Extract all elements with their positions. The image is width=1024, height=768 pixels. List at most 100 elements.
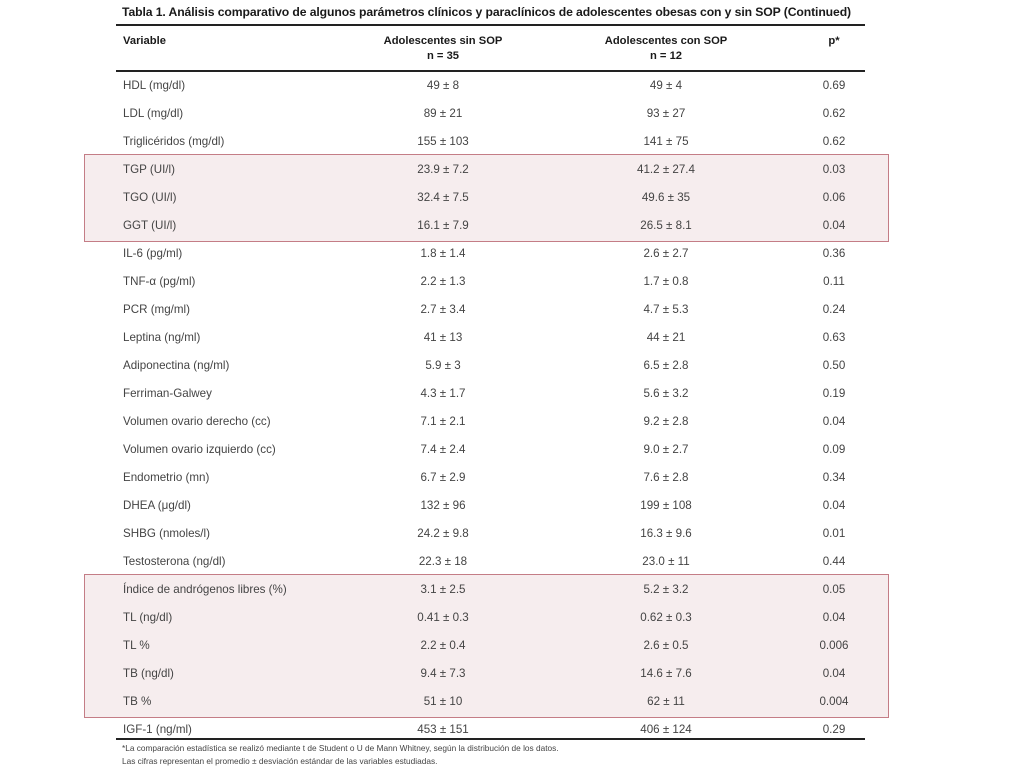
top-rule [116, 24, 865, 26]
variable-cell: IL-6 (pg/ml) [123, 247, 183, 260]
table-row: TGO (UI/l) 32.4 ± 7.5 49.6 ± 35 0.06 [116, 184, 865, 212]
footnote-statistics: *La comparación estadística se realizó m… [122, 743, 559, 753]
p-value-cell: 0.09 [822, 443, 846, 456]
table-row: TNF-α (pg/ml) 2.2 ± 1.3 1.7 ± 0.8 0.11 [116, 268, 865, 296]
group2-value-cell: 9.2 ± 2.8 [643, 415, 689, 428]
header-group-without-sop: Adolescentes sin SOP n = 35 [343, 34, 543, 64]
p-value-cell: 0.29 [822, 723, 846, 736]
table-row: Leptina (ng/ml) 41 ± 13 44 ± 21 0.63 [116, 324, 865, 352]
bottom-rule [116, 738, 865, 740]
group2-value-cell: 49 ± 4 [649, 79, 683, 92]
group2-value-cell: 93 ± 27 [646, 107, 686, 120]
table-row: HDL (mg/dl) 49 ± 8 49 ± 4 0.69 [116, 72, 865, 100]
p-value-cell: 0.11 [823, 275, 845, 288]
table-row: DHEA (μg/dl) 132 ± 96 199 ± 108 0.04 [116, 492, 865, 520]
table-row: TL % 2.2 ± 0.4 2.6 ± 0.5 0.006 [116, 632, 865, 660]
group1-value-cell: 49 ± 8 [426, 79, 460, 92]
variable-cell: LDL (mg/dl) [123, 107, 184, 120]
table-row: Testosterona (ng/dl) 22.3 ± 18 23.0 ± 11 0.… [116, 548, 865, 576]
p-value-cell: 0.62 [822, 135, 846, 148]
p-value-cell: 0.004 [819, 695, 849, 708]
variable-cell: Adiponectina (ng/ml) [123, 359, 230, 372]
group1-value-cell: 1.8 ± 1.4 [420, 247, 466, 260]
table-row: Endometrio (mn) 6.7 ± 2.9 7.6 ± 2.8 0.34 [116, 464, 865, 492]
variable-cell: TNF-α (pg/ml) [123, 275, 196, 288]
table-row: TL (ng/dl) 0.41 ± 0.3 0.62 ± 0.3 0.04 [116, 604, 865, 632]
variable-cell: Endometrio (mn) [123, 471, 210, 484]
group1-value-cell: 16.1 ± 7.9 [417, 219, 469, 232]
header-group1-name: Adolescentes sin SOP [383, 35, 503, 47]
highlight-box [84, 154, 889, 242]
table-title: Tabla 1. Análisis comparativo de algunos… [122, 5, 852, 19]
p-value-cell: 0.01 [822, 527, 846, 540]
group1-value-cell: 22.3 ± 18 [418, 555, 468, 568]
p-value-cell: 0.006 [819, 639, 849, 652]
table-row: Volumen ovario izquierdo (cc) 7.4 ± 2.4 9.… [116, 436, 865, 464]
variable-cell: Testosterona (ng/dl) [123, 555, 226, 568]
highlight-box [84, 574, 889, 718]
table-row: SHBG (nmoles/l) 24.2 ± 9.8 16.3 ± 9.6 0.01 [116, 520, 865, 548]
group2-value-cell: 9.0 ± 2.7 [643, 443, 689, 456]
group1-value-cell: 2.2 ± 0.4 [420, 639, 466, 652]
group2-value-cell: 49.6 ± 35 [641, 191, 691, 204]
table-row: TB % 51 ± 10 62 ± 11 0.004 [116, 688, 865, 716]
variable-cell: GGT (UI/l) [123, 219, 177, 232]
variable-cell: TGO (UI/l) [123, 191, 177, 204]
group2-value-cell: 14.6 ± 7.6 [640, 667, 692, 680]
group1-value-cell: 7.4 ± 2.4 [420, 443, 466, 456]
p-value-cell: 0.36 [822, 247, 846, 260]
group1-value-cell: 132 ± 96 [420, 499, 466, 512]
group2-value-cell: 0.62 ± 0.3 [640, 611, 692, 624]
group1-value-cell: 2.7 ± 3.4 [420, 303, 466, 316]
variable-cell: Leptina (ng/ml) [123, 331, 201, 344]
group1-value-cell: 32.4 ± 7.5 [417, 191, 469, 204]
group2-value-cell: 41.2 ± 27.4 [637, 163, 695, 176]
variable-cell: DHEA (μg/dl) [123, 499, 191, 512]
p-value-cell: 0.04 [822, 219, 846, 232]
footnote-values: Las cifras representan el promedio ± des… [122, 756, 438, 766]
group1-value-cell: 51 ± 10 [423, 695, 463, 708]
p-value-cell: 0.62 [822, 107, 846, 120]
group1-value-cell: 6.7 ± 2.9 [420, 471, 466, 484]
variable-cell: PCR (mg/ml) [123, 303, 190, 316]
variable-cell: TGP (UI/l) [123, 163, 175, 176]
group2-value-cell: 62 ± 11 [647, 695, 685, 708]
variable-cell: TB % [123, 695, 152, 708]
p-value-cell: 0.24 [822, 303, 846, 316]
group1-value-cell: 9.4 ± 7.3 [420, 667, 466, 680]
variable-cell: Triglicéridos (mg/dl) [123, 135, 225, 148]
group2-value-cell: 44 ± 21 [646, 331, 686, 344]
table-row: Ferriman-Galwey 4.3 ± 1.7 5.6 ± 3.2 0.19 [116, 380, 865, 408]
p-value-cell: 0.05 [822, 583, 846, 596]
group2-value-cell: 7.6 ± 2.8 [643, 471, 689, 484]
p-value-cell: 0.69 [822, 79, 846, 92]
table-row: TB (ng/dl) 9.4 ± 7.3 14.6 ± 7.6 0.04 [116, 660, 865, 688]
p-value-cell: 0.04 [822, 415, 846, 428]
group2-value-cell: 199 ± 108 [640, 499, 692, 512]
group1-value-cell: 453 ± 151 [417, 723, 469, 736]
table-row: IGF-1 (ng/ml) 453 ± 151 406 ± 124 0.29 [116, 716, 865, 744]
group1-value-cell: 23.9 ± 7.2 [417, 163, 469, 176]
table-row: GGT (UI/l) 16.1 ± 7.9 26.5 ± 8.1 0.04 [116, 212, 865, 240]
table-row: Índice de andrógenos libres (%) 3.1 ± 2.5… [116, 576, 865, 604]
header-group2-name: Adolescentes con SOP [604, 35, 728, 47]
group2-value-cell: 26.5 ± 8.1 [640, 219, 692, 232]
table-row: TGP (UI/l) 23.9 ± 7.2 41.2 ± 27.4 0.03 [116, 156, 865, 184]
p-value-cell: 0.03 [822, 163, 846, 176]
variable-cell: TL (ng/dl) [123, 611, 173, 624]
table-row: IL-6 (pg/ml) 1.8 ± 1.4 2.6 ± 2.7 0.36 [116, 240, 865, 268]
group2-value-cell: 23.0 ± 11 [642, 555, 690, 568]
group1-value-cell: 0.41 ± 0.3 [417, 611, 469, 624]
group1-value-cell: 2.2 ± 1.3 [420, 275, 466, 288]
group1-value-cell: 5.9 ± 3 [425, 359, 461, 372]
group2-value-cell: 5.6 ± 3.2 [643, 387, 689, 400]
group1-value-cell: 4.3 ± 1.7 [420, 387, 466, 400]
table-row: Triglicéridos (mg/dl) 155 ± 103 141 ± 75 0.… [116, 128, 865, 156]
p-value-cell: 0.50 [822, 359, 846, 372]
variable-cell: SHBG (nmoles/l) [123, 527, 210, 540]
variable-cell: TB (ng/dl) [123, 667, 174, 680]
group1-value-cell: 3.1 ± 2.5 [420, 583, 466, 596]
variable-cell: HDL (mg/dl) [123, 79, 186, 92]
group2-value-cell: 6.5 ± 2.8 [643, 359, 689, 372]
group2-value-cell: 16.3 ± 9.6 [640, 527, 692, 540]
